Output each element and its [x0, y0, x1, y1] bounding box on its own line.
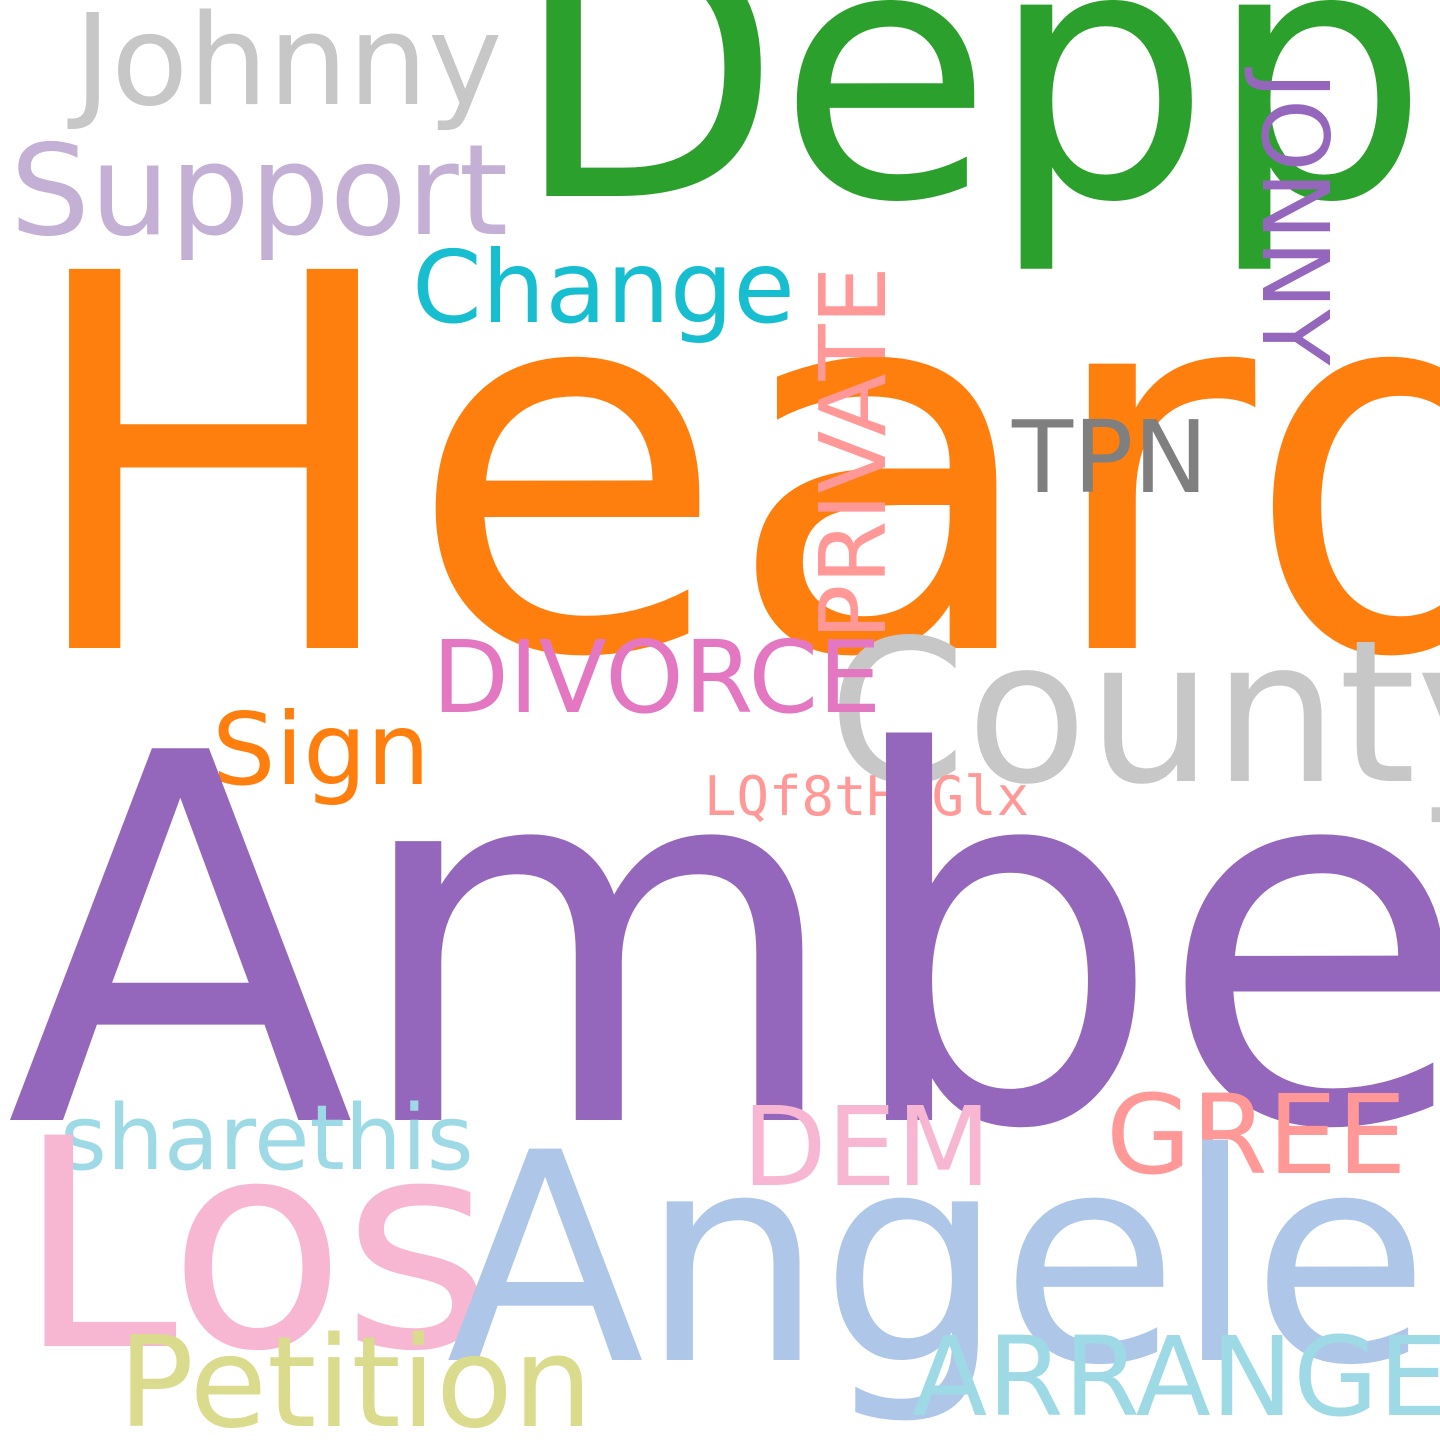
word-los: Los: [16, 1078, 493, 1415]
word-lqf8thvglx: LQf8tHvGlx: [704, 765, 1030, 828]
word-arrange: ARRANGE: [912, 1313, 1440, 1440]
word-change: Change: [412, 229, 795, 346]
word-depp: Depp: [512, 0, 1429, 279]
word-tpn: TPN: [1012, 399, 1209, 516]
word-sharethis: sharethis: [60, 1086, 474, 1191]
word-heard: Heard: [18, 165, 1440, 771]
word-johnny: Johnny: [74, 0, 503, 134]
word-angeles: Angeles: [446, 1092, 1440, 1429]
word-jonny: JONNY: [1241, 72, 1348, 366]
word-petition: Petition: [118, 1309, 593, 1440]
word-amber: Amber: [6, 648, 1440, 1241]
word-sign: Sign: [212, 691, 431, 808]
word-county: County: [828, 597, 1440, 828]
word-gree: GREE: [1106, 1071, 1407, 1199]
word-support: Support: [10, 117, 509, 264]
word-divorce: DIVORCE: [432, 619, 882, 736]
word-dem: DEM: [742, 1083, 992, 1211]
word-private: PRIVATE: [800, 266, 907, 640]
